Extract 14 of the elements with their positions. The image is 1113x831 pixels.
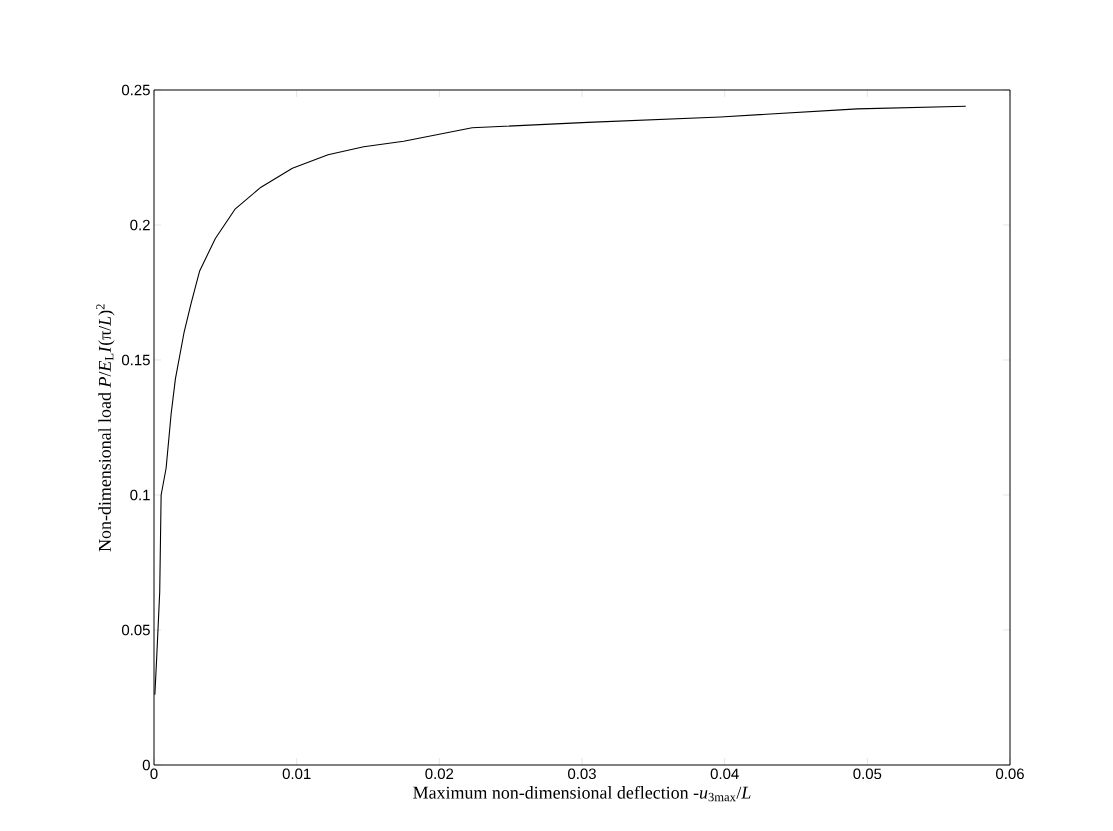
y-tick-label: 0.25 — [121, 84, 150, 96]
x-tick-label: 0.04 — [710, 768, 739, 780]
y-tick-label: 0.05 — [121, 624, 150, 636]
x-tick-label: 0.05 — [853, 768, 882, 780]
x-axis-title: Maximum non-dimensional deflection -u$_{3max}$/L — [413, 785, 751, 802]
x-tick-label: 0.03 — [568, 768, 596, 780]
y-tick-label: 0.2 — [130, 219, 150, 231]
y-tick-label: 0 — [142, 759, 150, 771]
x-tick-label: 0.06 — [996, 768, 1024, 780]
y-tick-label: 0.15 — [121, 354, 150, 366]
x-tick-label: 0 — [150, 768, 158, 780]
x-tick-label: 0.02 — [425, 768, 454, 780]
x-tick-label: 0.01 — [282, 768, 311, 780]
y-tick-label: 0.1 — [130, 489, 150, 501]
